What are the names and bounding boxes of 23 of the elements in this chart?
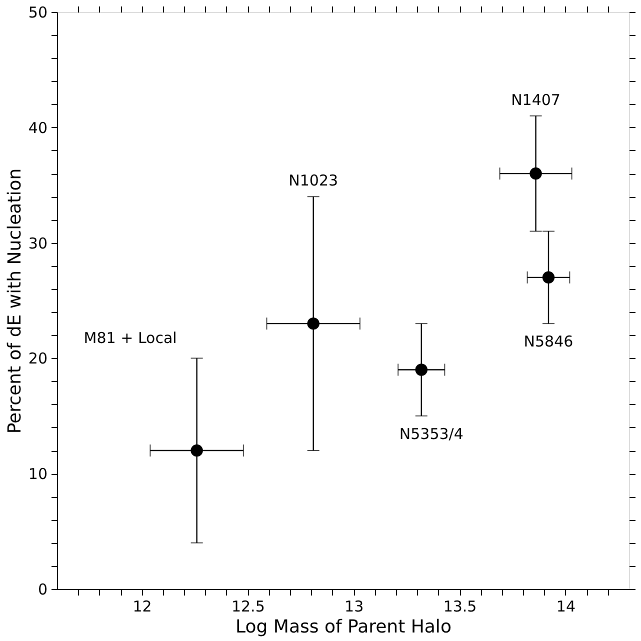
x-tick-label: 13.5: [443, 598, 477, 616]
point: [542, 271, 555, 284]
y-tick-label: 20: [28, 350, 48, 368]
x-tick-label: 14: [556, 598, 576, 616]
annotation: M81 + Local: [84, 329, 177, 348]
annotation: N5846: [524, 332, 574, 351]
x-tick-label: 12.5: [231, 598, 265, 616]
x-axis-title: Log Mass of Parent Halo: [236, 616, 452, 638]
y-tick-label: 0: [38, 580, 48, 598]
annotation: N1407: [511, 90, 560, 109]
y-tick-label: 30: [28, 234, 48, 252]
point: [307, 317, 320, 330]
y-tick-label: 40: [28, 118, 48, 137]
point: [190, 444, 203, 457]
y-tick-label: 10: [28, 465, 48, 484]
annotation: N1023: [288, 172, 338, 190]
point: [530, 167, 542, 180]
point: [415, 364, 428, 376]
annotation: N5353/4: [399, 424, 464, 443]
x-tick-label: 12: [132, 598, 152, 616]
x-tick-label: 13: [344, 598, 364, 616]
y-axis-title: Percent of dE with Nucleation: [4, 168, 26, 434]
y-tick-label: 50: [28, 4, 48, 22]
